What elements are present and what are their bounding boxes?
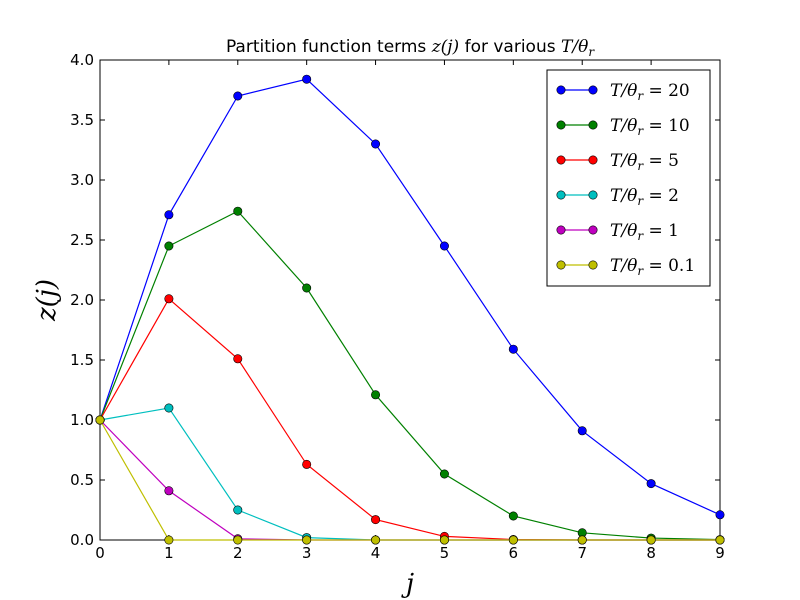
legend-label: T/θr = 5 bbox=[610, 151, 679, 173]
x-tick-label: 7 bbox=[577, 544, 587, 562]
x-tick-label: 4 bbox=[371, 544, 381, 562]
series-point bbox=[439, 469, 449, 479]
series-point bbox=[371, 139, 381, 149]
chart-title-middle: for various bbox=[459, 37, 561, 57]
x-tick-label: 5 bbox=[440, 544, 450, 562]
legend-label: T/θr = 10 bbox=[610, 116, 690, 138]
x-tick-label: 9 bbox=[715, 544, 725, 562]
series-point bbox=[233, 91, 243, 101]
legend-marker bbox=[588, 155, 598, 165]
y-tick-label: 3.0 bbox=[70, 171, 94, 189]
series-point bbox=[715, 535, 725, 545]
legend-entry-0: T/θr = 20 bbox=[556, 81, 690, 103]
x-tick-label: 3 bbox=[302, 544, 312, 562]
legend-label: T/θr = 0.1 bbox=[610, 256, 695, 278]
series-5 bbox=[95, 415, 725, 545]
y-tick-label: 0.5 bbox=[70, 471, 94, 489]
series-point bbox=[164, 535, 174, 545]
series-point bbox=[164, 486, 174, 496]
series-point bbox=[164, 403, 174, 413]
legend-entry-4: T/θr = 1 bbox=[556, 221, 679, 243]
x-tick-label: 2 bbox=[233, 544, 243, 562]
y-tick-label: 4.0 bbox=[70, 51, 94, 69]
legend-marker bbox=[556, 85, 566, 95]
series-point bbox=[164, 241, 174, 251]
y-tick-label: 3.5 bbox=[70, 111, 94, 129]
series-point bbox=[371, 390, 381, 400]
chart-title: Partition function terms z(j) for variou… bbox=[226, 37, 595, 59]
series-point bbox=[577, 426, 587, 436]
series-point bbox=[508, 535, 518, 545]
chart-title-prefix: Partition function terms bbox=[226, 37, 432, 57]
legend-marker bbox=[588, 85, 598, 95]
legend-marker bbox=[556, 190, 566, 200]
series-point bbox=[95, 415, 105, 425]
legend-marker bbox=[556, 260, 566, 270]
legend-entry-3: T/θr = 2 bbox=[556, 186, 679, 208]
series-point bbox=[646, 535, 656, 545]
legend-marker bbox=[588, 260, 598, 270]
legend-entry-2: T/θr = 5 bbox=[556, 151, 679, 173]
series-point bbox=[233, 535, 243, 545]
legend-marker bbox=[556, 120, 566, 130]
chart-title-math-z: z(j) bbox=[431, 37, 460, 57]
y-tick-label: 1.5 bbox=[70, 351, 94, 369]
series-line bbox=[99, 419, 720, 541]
legend-marker bbox=[556, 155, 566, 165]
legend-label: T/θr = 20 bbox=[610, 81, 690, 103]
series-point bbox=[164, 210, 174, 220]
series-layer bbox=[95, 74, 725, 545]
series-point bbox=[646, 479, 656, 489]
y-tick-label: 0.0 bbox=[70, 531, 94, 549]
x-tick-label: 8 bbox=[646, 544, 656, 562]
legend-marker bbox=[588, 120, 598, 130]
x-tick-label: 0 bbox=[95, 544, 105, 562]
y-tick-label: 1.0 bbox=[70, 411, 94, 429]
legend-entry-5: T/θr = 0.1 bbox=[556, 256, 695, 278]
legend-label: T/θr = 2 bbox=[610, 186, 679, 208]
legend-entry-1: T/θr = 10 bbox=[556, 116, 690, 138]
series-point bbox=[371, 515, 381, 525]
series-0 bbox=[95, 74, 725, 520]
axis-ticks: 0 1 2 3 4 5 6 7 8 9 0.0 0.5 1.0 1.5 2.0 2.5 3.0 3.5 4.0 bbox=[70, 51, 725, 562]
legend: T/θr = 20 T/θr = 10 T/θr = 5 T/θr = 2 T/θr =… bbox=[546, 69, 711, 287]
legend-label: T/θr = 1 bbox=[610, 221, 679, 243]
y-tick-label: 2.0 bbox=[70, 291, 94, 309]
series-line bbox=[99, 78, 721, 516]
y-axis-label: z(j) bbox=[32, 279, 62, 322]
legend-marker bbox=[556, 225, 566, 235]
series-point bbox=[302, 459, 312, 469]
legend-box bbox=[546, 69, 711, 287]
series-point bbox=[233, 505, 243, 515]
series-point bbox=[302, 283, 312, 293]
series-point bbox=[715, 510, 725, 520]
y-tick-label: 2.5 bbox=[70, 231, 94, 249]
chart-title-math-sub: r bbox=[588, 45, 595, 59]
series-point bbox=[233, 206, 243, 216]
series-point bbox=[302, 74, 312, 84]
series-point bbox=[439, 241, 449, 251]
series-point bbox=[371, 535, 381, 545]
series-point bbox=[439, 535, 449, 545]
series-line bbox=[99, 210, 721, 541]
series-point bbox=[577, 535, 587, 545]
series-point bbox=[508, 344, 518, 354]
series-point bbox=[164, 294, 174, 304]
chart-title-math-ratio: T/θ bbox=[561, 37, 588, 57]
x-tick-label: 6 bbox=[509, 544, 519, 562]
series-point bbox=[508, 511, 518, 521]
series-point bbox=[302, 535, 312, 545]
legend-marker bbox=[588, 225, 598, 235]
series-point bbox=[233, 354, 243, 364]
legend-marker bbox=[588, 190, 598, 200]
x-tick-label: 1 bbox=[164, 544, 174, 562]
